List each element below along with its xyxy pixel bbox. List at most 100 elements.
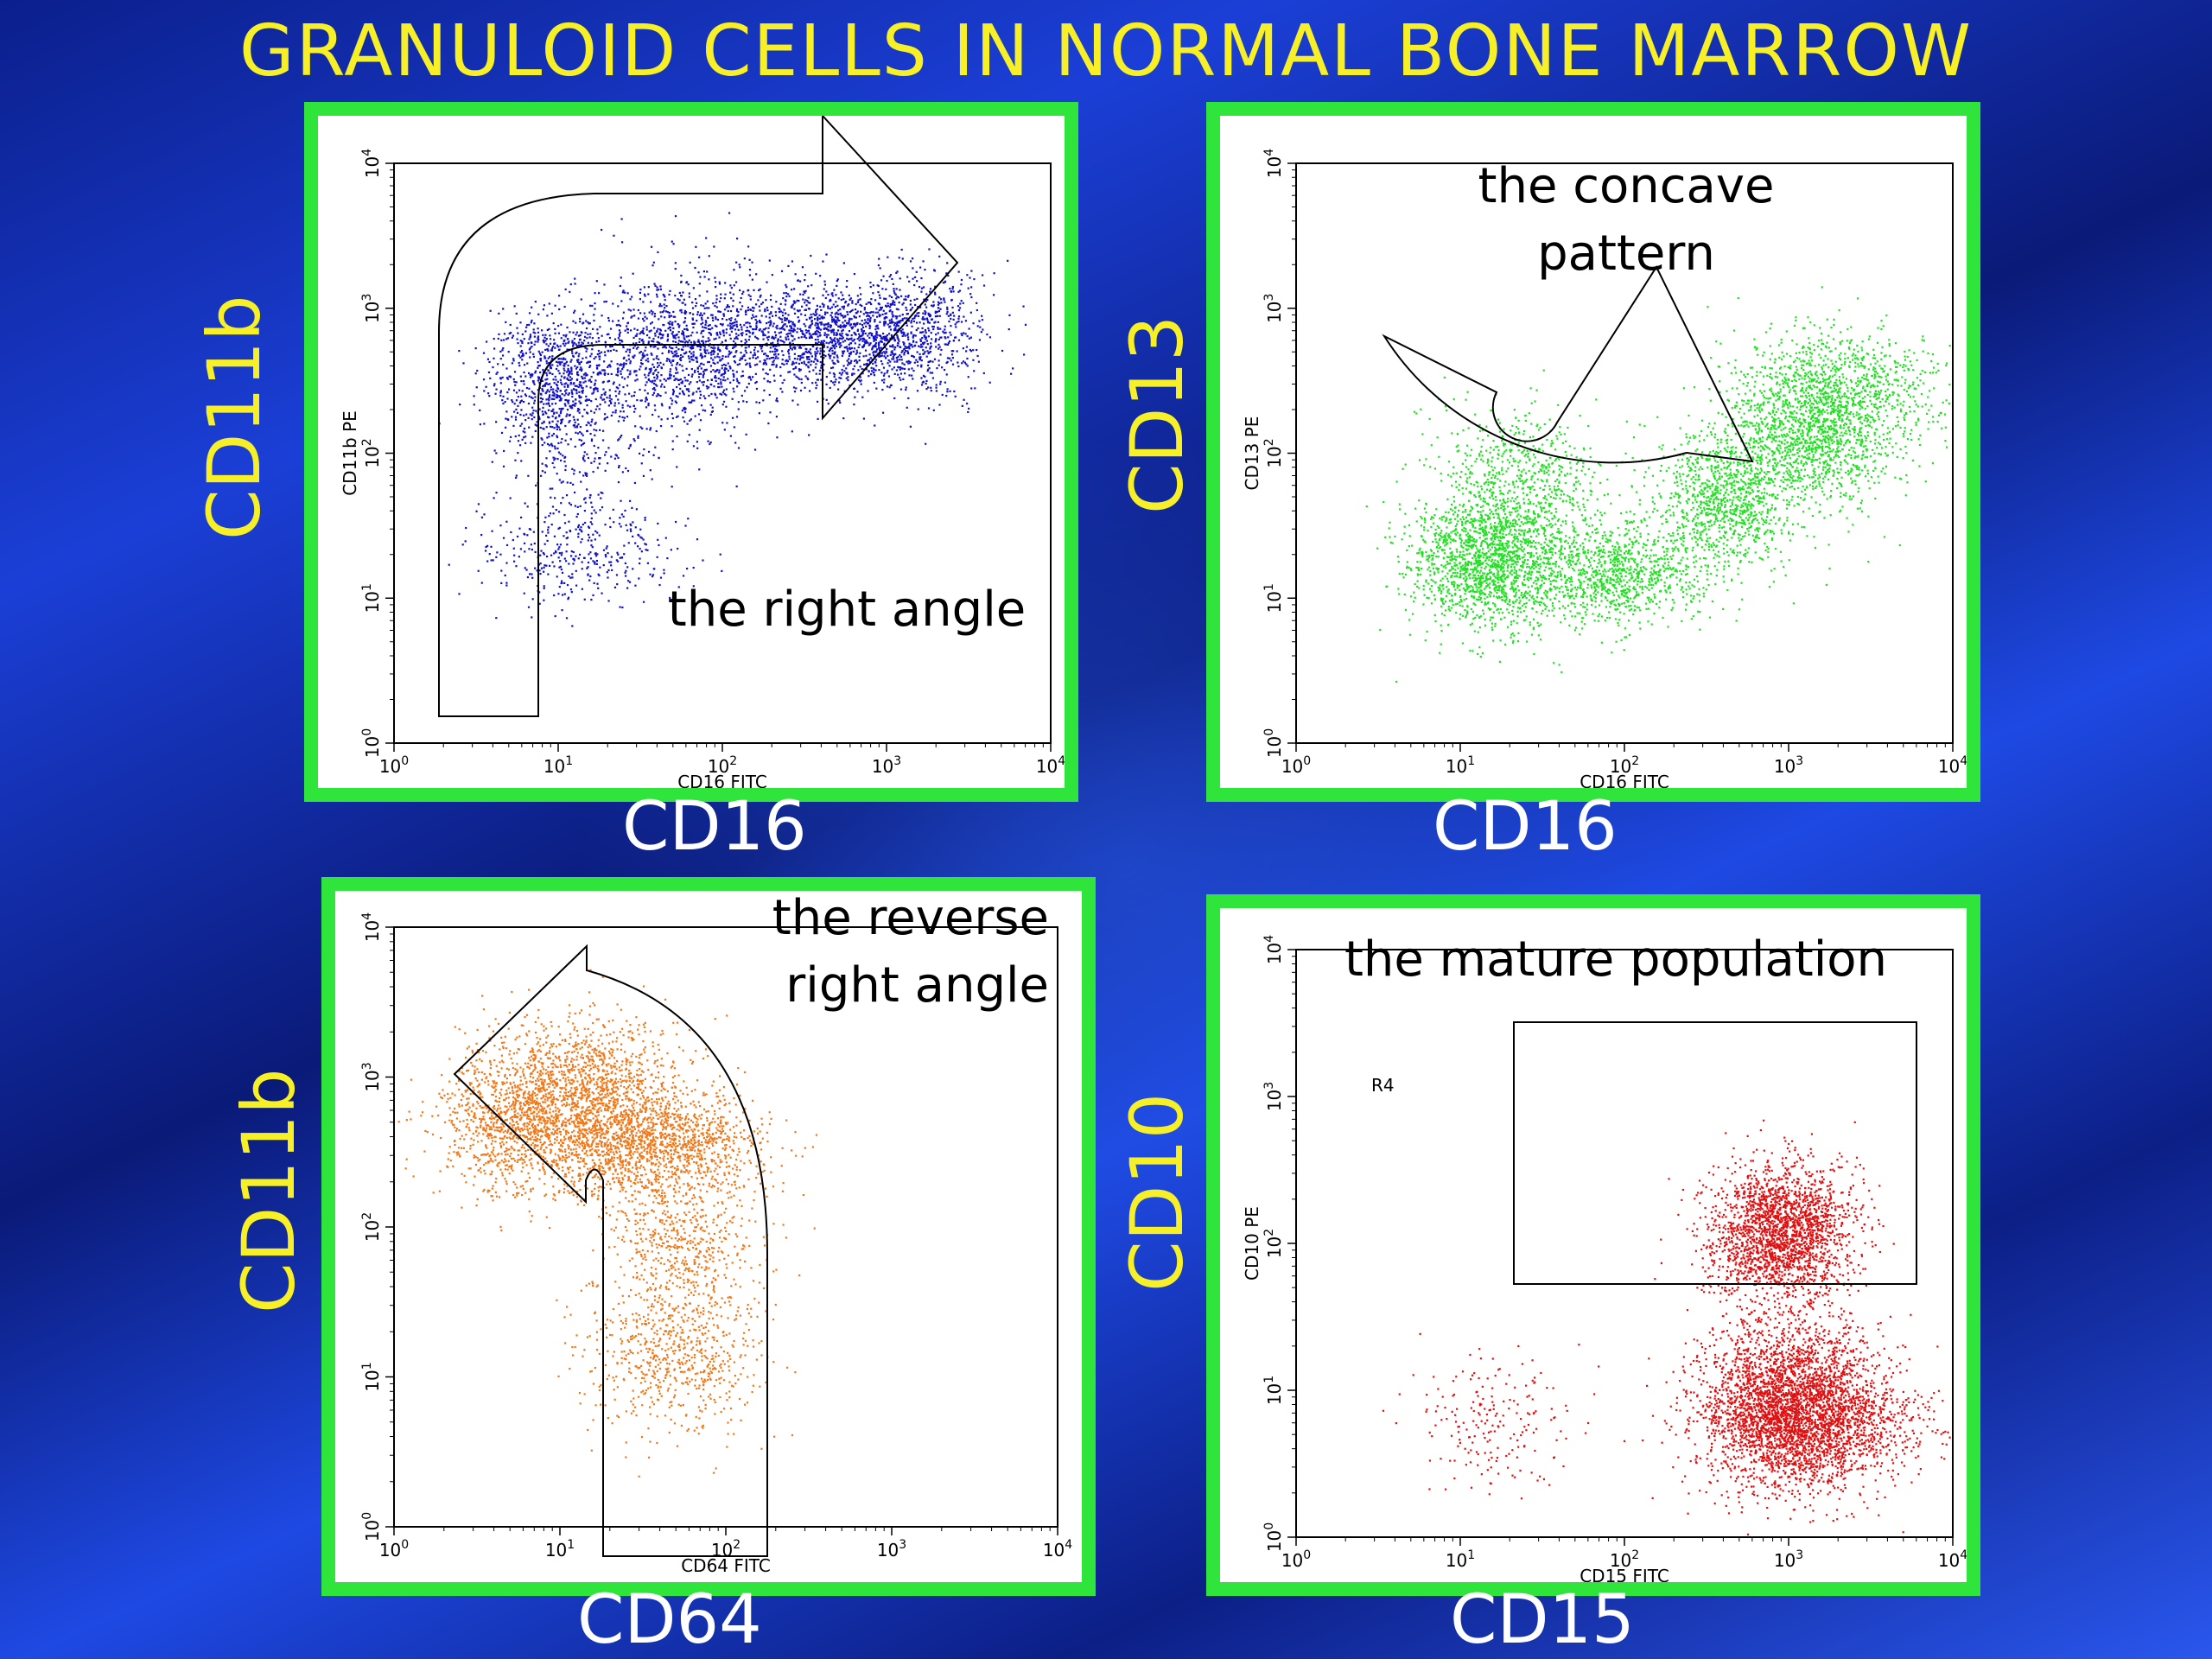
data-point: [545, 555, 549, 558]
data-point: [692, 344, 695, 347]
data-point: [817, 330, 820, 333]
data-point: [595, 429, 598, 432]
data-point: [1544, 501, 1547, 504]
data-point: [633, 370, 636, 372]
data-point: [586, 347, 588, 350]
data-point: [553, 411, 556, 414]
data-point: [709, 371, 713, 373]
data-point: [735, 416, 739, 418]
data-point: [1514, 507, 1517, 510]
data-point: [1484, 541, 1487, 543]
data-point: [610, 360, 613, 363]
data-point: [721, 373, 724, 376]
data-point: [717, 310, 720, 313]
data-point: [652, 388, 654, 391]
data-point: [616, 374, 620, 377]
data-point: [818, 372, 821, 375]
data-point: [637, 436, 639, 439]
data-point: [565, 550, 568, 553]
data-point: [677, 383, 681, 385]
data-point: [709, 328, 712, 331]
data-point: [580, 529, 582, 531]
data-point: [618, 438, 620, 441]
data-point: [809, 348, 811, 351]
data-point: [865, 363, 868, 365]
data-point: [512, 378, 515, 381]
data-point: [1510, 550, 1513, 554]
data-point: [852, 350, 855, 353]
data-point: [638, 340, 641, 344]
data-point: [906, 350, 909, 353]
data-point: [743, 324, 746, 327]
data-point: [656, 556, 658, 558]
data-point: [633, 371, 636, 373]
data-point: [683, 334, 685, 337]
data-point: [865, 325, 868, 327]
data-point: [594, 423, 596, 425]
data-point: [895, 369, 898, 372]
data-point: [817, 319, 819, 321]
data-point: [648, 368, 651, 371]
data-point: [695, 305, 697, 308]
data-point: [946, 357, 950, 359]
data-point: [925, 355, 928, 358]
data-point: [558, 399, 561, 402]
data-point: [631, 315, 633, 318]
data-point: [915, 270, 918, 273]
data-point: [657, 362, 659, 365]
data-point: [913, 298, 916, 301]
data-point: [669, 374, 671, 377]
data-point: [816, 327, 818, 329]
data-point: [598, 574, 601, 577]
data-point: [555, 383, 558, 386]
data-point: [529, 356, 531, 359]
data-point: [857, 299, 860, 302]
data-point: [843, 346, 846, 349]
data-point: [886, 334, 888, 337]
data-point: [744, 342, 747, 345]
data-point: [878, 353, 880, 356]
data-point: [785, 300, 787, 302]
data-point: [688, 434, 690, 436]
data-point: [647, 450, 651, 453]
data-point: [858, 335, 861, 338]
data-point: [1409, 568, 1412, 570]
data-point: [1494, 605, 1497, 607]
data-point: [660, 366, 663, 369]
data-point: [487, 371, 491, 374]
data-point: [458, 593, 461, 595]
data-point: [830, 366, 833, 370]
data-point: [493, 385, 496, 387]
data-point: [523, 400, 525, 404]
data-point: [799, 354, 802, 358]
data-point: [622, 363, 625, 365]
data-point: [867, 302, 870, 304]
data-point: [758, 329, 760, 332]
data-point: [1492, 498, 1495, 500]
data-point: [615, 324, 618, 327]
data-point: [707, 386, 710, 389]
data-point: [708, 255, 710, 257]
data-point: [710, 384, 713, 386]
data-point: [696, 366, 699, 369]
data-point: [880, 340, 883, 343]
data-point: [867, 318, 869, 321]
data-point: [863, 308, 866, 311]
data-point: [657, 336, 660, 339]
data-point: [537, 335, 540, 338]
data-point: [563, 376, 566, 378]
data-point: [737, 310, 740, 314]
data-point: [823, 283, 827, 286]
data-point: [542, 406, 544, 410]
data-point: [856, 301, 860, 303]
data-point: [865, 339, 868, 342]
data-point: [874, 334, 877, 338]
data-point: [791, 327, 793, 330]
data-point: [1423, 529, 1426, 531]
data-point: [555, 389, 557, 391]
data-point: [709, 351, 712, 354]
data-point: [769, 411, 772, 414]
data-point: [890, 384, 893, 387]
data-point: [874, 318, 876, 321]
data-point: [571, 340, 574, 342]
